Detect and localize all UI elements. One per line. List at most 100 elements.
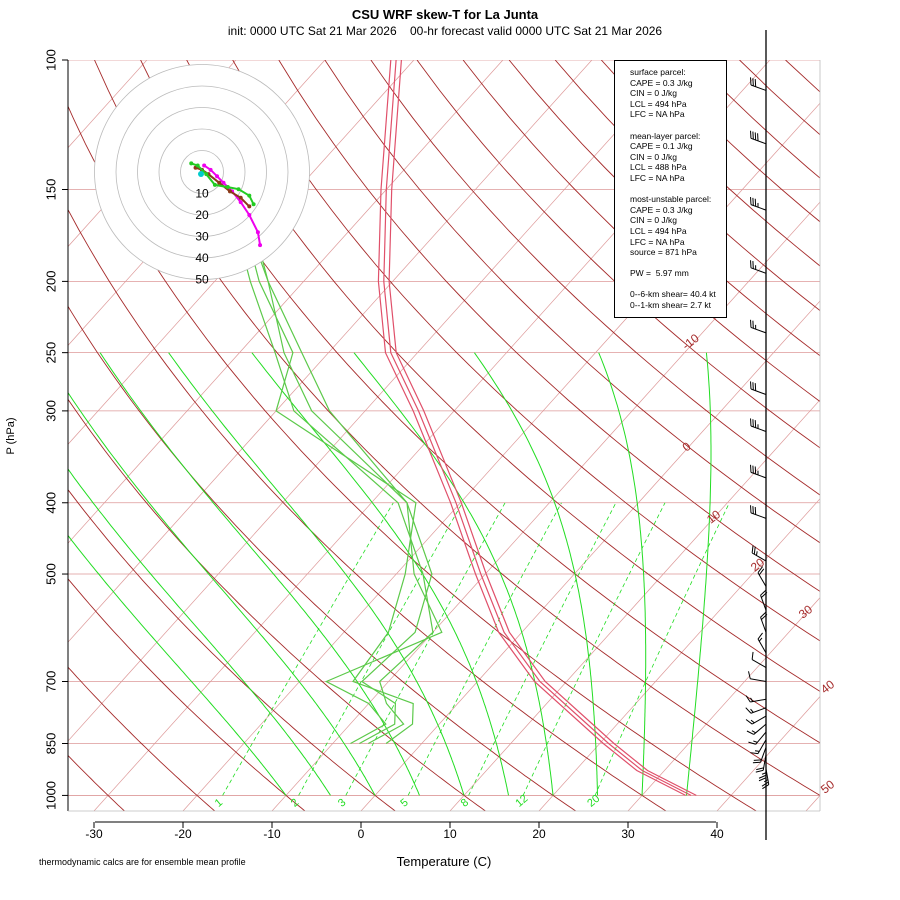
wind-barb-staff (750, 698, 767, 703)
wind-barb-half-flag (750, 708, 754, 713)
wind-barb-flag (757, 566, 763, 574)
isotherm-line (182, 102, 820, 811)
hodograph-ring-label: 30 (195, 230, 209, 244)
dry-adiabat-line (140, 60, 820, 744)
wind-barb-half-flag (754, 750, 760, 752)
wind-barb (758, 761, 767, 782)
mixing-ratio-line (222, 502, 394, 796)
shear-block: 0--6-km shear= 40.4 kt 0--1-km shear= 2.7… (630, 289, 726, 310)
chart-title: CSU WRF skew-T for La Junta (351, 7, 539, 22)
surface-parcel-line: LFC = NA hPa (630, 109, 685, 120)
pressure-tick-label: 100 (43, 49, 58, 71)
most-unstable-parcel-block: most-unstable parcel: CAPE = 0.3 J/kg CIN … (630, 194, 726, 258)
surface-parcel-block: surface parcel: CAPE = 0.3 J/kg CIN = 0 J/… (630, 67, 726, 120)
wind-barb-half-flag (755, 551, 758, 556)
dry-adiabat-line (370, 60, 820, 496)
pressure-tick-label: 700 (43, 671, 58, 693)
dry-adiabat-line (186, 60, 820, 692)
isotherm-line (68, 60, 682, 742)
dry-adiabat-line (94, 60, 820, 796)
moist-adiabat-line (68, 534, 287, 796)
wind-barb-half-flag (753, 740, 758, 743)
mixing-ratio-label: 5 (398, 797, 410, 810)
wind-barb (751, 651, 767, 668)
wind-barb (751, 545, 767, 562)
mean-layer-parcel-line: CIN = 0 J/kg (630, 151, 678, 162)
wind-barb-flag (752, 131, 754, 140)
hodograph-ring (137, 107, 267, 237)
wind-barb-staff (753, 723, 767, 735)
pressure-tick-label: 250 (43, 342, 58, 364)
wind-barb-flag (757, 133, 759, 141)
wind-barb-flag (754, 420, 757, 428)
shear-line: 0--6-km shear= 40.4 kt (630, 289, 716, 300)
wind-barb-flag (752, 465, 754, 474)
wind-barb-staff (750, 204, 767, 211)
moist-adiabat-line (68, 391, 376, 796)
wind-barb (760, 611, 768, 633)
wind-barb-flag (754, 466, 757, 475)
dry-adiabat-line (462, 60, 820, 403)
wind-barb-flag (752, 382, 754, 390)
wind-barb-staff (750, 267, 767, 274)
wind-barb-staff (750, 326, 767, 334)
temperature-profile (383, 60, 692, 796)
wind-barb-staff (751, 715, 767, 725)
wind-barb-half-flag (757, 470, 759, 475)
temperature-tick-label: 20 (532, 827, 546, 841)
moist-adiabat-line (473, 352, 598, 796)
wind-barb-staff (750, 137, 767, 145)
wind-barb (745, 715, 767, 725)
hodograph-trace (190, 162, 255, 205)
isotherm-line (895, 60, 900, 811)
hodograph-point (225, 185, 230, 190)
isotherm-line (449, 399, 820, 811)
surface-parcel-line: surface parcel: (630, 67, 686, 77)
pressure-tick-label: 500 (43, 563, 58, 585)
wind-barb-staff (760, 595, 767, 611)
hodograph-ring-label: 40 (195, 251, 209, 265)
wind-barb-staff (757, 572, 767, 587)
dry-adiabat-line (232, 60, 820, 642)
most-unstable-parcel-line: CIN = 0 J/kg (630, 215, 678, 226)
wind-barb-flag (752, 506, 754, 514)
hodograph-point (255, 230, 260, 235)
pressure-tick-label: 150 (43, 179, 58, 201)
wind-barb-flag (750, 381, 752, 390)
mean-layer-parcel-line: mean-layer parcel: (630, 130, 701, 141)
wind-barb (755, 754, 767, 773)
isotherm-line (716, 696, 820, 811)
isotherm-line (68, 60, 593, 643)
wind-barb-flag (758, 777, 767, 782)
hodograph-point (247, 204, 252, 209)
temperature-profile (377, 60, 686, 796)
wind-barb-flag (752, 320, 754, 329)
wind-barb-half-flag (751, 730, 756, 734)
wind-barb (750, 77, 767, 91)
wind-barb (750, 130, 767, 145)
wind-barb-flag (753, 546, 756, 555)
wind-barb-half-flag (761, 772, 767, 775)
shear-line: 0--1-km shear= 2.7 kt (630, 300, 712, 311)
isotherm-label: 10 (704, 507, 723, 526)
wind-barb-flag (750, 319, 752, 328)
wind-barb-flag (751, 545, 754, 554)
hodograph-point (227, 189, 232, 194)
mixing-ratio-line (345, 502, 506, 796)
precipitable-water-block: PW = 5.97 mm (630, 268, 726, 279)
temperature-tick-label: 10 (443, 827, 457, 841)
wind-barb (746, 723, 767, 735)
parcel-info-box: surface parcel: CAPE = 0.3 J/kg CIN = 0 J/… (614, 60, 727, 318)
wind-barb-staff (755, 731, 767, 745)
wind-barb-flag (753, 759, 762, 761)
wind-barb-half-flag (755, 265, 757, 270)
dewpoint-profile (243, 189, 443, 745)
temperature-tick-label: -10 (263, 827, 281, 841)
hodograph-point (251, 202, 256, 207)
surface-parcel-line: CAPE = 0.3 J/kg (630, 77, 693, 88)
isotherm-label: 30 (796, 602, 815, 621)
wind-barb (760, 589, 768, 611)
wind-barb (750, 418, 767, 432)
isotherm-label: 0 (680, 439, 694, 454)
